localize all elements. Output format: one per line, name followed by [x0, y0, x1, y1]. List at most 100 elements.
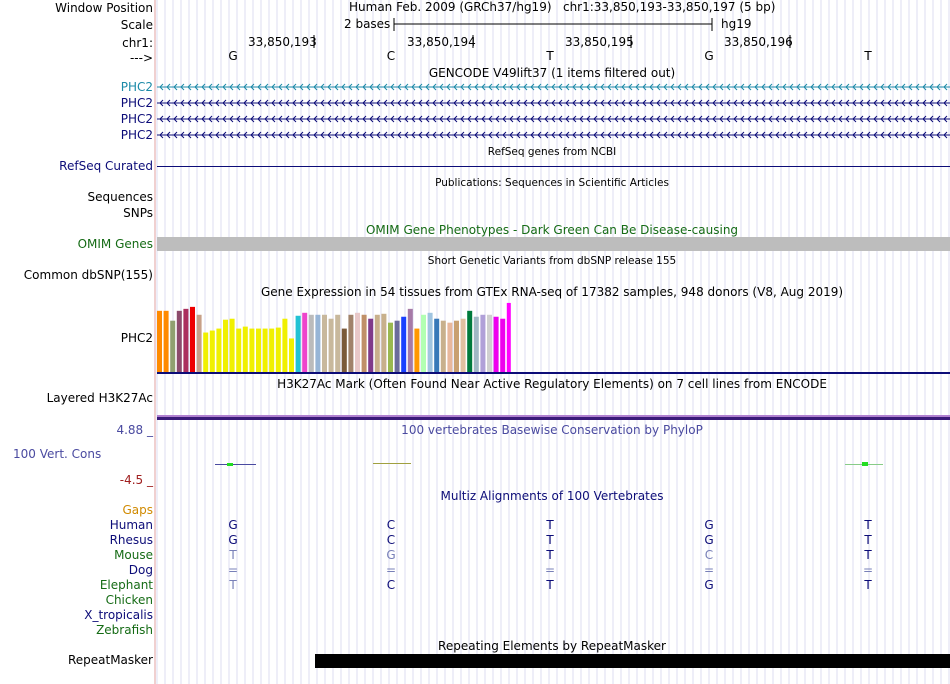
gtex-bar[interactable] [163, 310, 169, 372]
gencode-item-1[interactable]: PHC2 [120, 80, 153, 94]
gencode-item-4[interactable]: PHC2 [120, 128, 153, 142]
gtex-track-title[interactable]: Gene Expression in 54 tissues from GTEx … [260, 285, 844, 299]
gtex-bar[interactable] [209, 330, 215, 372]
gtex-bar[interactable] [407, 308, 413, 372]
multiz-species-chicken[interactable]: Chicken [105, 593, 153, 607]
gtex-bar[interactable] [388, 322, 393, 372]
refseq-label[interactable]: RefSeq Curated [59, 159, 153, 173]
omim-label[interactable]: OMIM Genes [77, 237, 153, 251]
repeatmasker-track-title[interactable]: Repeating Elements by RepeatMasker [438, 639, 666, 653]
publications-track-title[interactable]: Publications: Sequences in Scientific Ar… [435, 177, 669, 189]
gtex-bar[interactable] [506, 302, 511, 372]
multiz-species-human[interactable]: Human [109, 518, 153, 532]
gtex-bar[interactable] [361, 314, 367, 372]
gtex-bar[interactable] [447, 322, 453, 372]
multiz-species-x_tropicalis[interactable]: X_tropicalis [84, 608, 153, 622]
multiz-species-elephant[interactable]: Elephant [99, 578, 153, 592]
gtex-bar[interactable] [374, 314, 380, 372]
gencode-track-title[interactable]: GENCODE V49lift37 (1 items filtered out) [428, 66, 676, 80]
gtex-bar[interactable] [236, 328, 242, 372]
gtex-bar[interactable] [249, 328, 255, 372]
gtex-bar[interactable] [473, 316, 479, 372]
gtex-bar[interactable] [381, 313, 387, 372]
gtex-bar[interactable] [157, 310, 162, 372]
gtex-bar[interactable] [460, 318, 466, 372]
multiz-base: G [386, 548, 396, 562]
h3k27ac-label[interactable]: Layered H3K27Ac [46, 391, 153, 405]
h3k27ac-signal-top [157, 415, 950, 417]
gtex-bar[interactable] [487, 314, 492, 372]
gtex-bar[interactable] [341, 328, 347, 372]
phylop-label[interactable]: 100 Vert. Cons [13, 447, 102, 461]
gtex-bar[interactable] [480, 314, 486, 372]
multiz-species-zebrafish[interactable]: Zebrafish [96, 623, 153, 637]
gtex-bar[interactable] [322, 314, 327, 372]
gtex-bar[interactable] [427, 312, 433, 372]
gtex-bar[interactable] [454, 320, 459, 372]
snps-label[interactable]: SNPs [123, 206, 153, 220]
gtex-bar[interactable] [176, 310, 182, 372]
multiz-track-title[interactable]: Multiz Alignments of 100 Vertebrates [440, 489, 664, 503]
gtex-bar[interactable] [335, 314, 341, 372]
gtex-bar[interactable] [467, 310, 473, 372]
gtex-bar[interactable] [262, 328, 268, 372]
gencode-item-3[interactable]: PHC2 [120, 112, 153, 126]
gtex-bar[interactable] [434, 318, 440, 372]
phylop-peak-3 [862, 462, 868, 466]
gencode-transcript-2[interactable] [157, 98, 950, 108]
gtex-bar[interactable] [302, 312, 308, 372]
gtex-bar[interactable] [308, 314, 314, 372]
refseq-gene-line[interactable] [157, 166, 950, 167]
multiz-base: T [546, 548, 554, 562]
gtex-bar[interactable] [269, 328, 275, 372]
gtex-bar[interactable] [229, 318, 235, 372]
gtex-bar[interactable] [500, 318, 506, 372]
omim-feature-bar[interactable] [157, 237, 950, 251]
gencode-transcript-3[interactable] [157, 114, 950, 124]
gencode-transcript-4[interactable] [157, 130, 950, 140]
gtex-bar[interactable] [216, 328, 222, 372]
gtex-bar[interactable] [394, 320, 400, 372]
gtex-bar[interactable] [355, 312, 360, 372]
h3k27ac-track-title[interactable]: H3K27Ac Mark (Often Found Near Active Re… [277, 377, 827, 391]
repeatmasker-element[interactable] [315, 654, 950, 668]
gtex-gene-label[interactable]: PHC2 [120, 331, 153, 345]
dbsnp-label[interactable]: Common dbSNP(155) [23, 268, 153, 282]
gtex-bar[interactable] [196, 314, 202, 372]
sequences-label[interactable]: Sequences [87, 190, 153, 204]
gtex-bar[interactable] [203, 332, 209, 372]
gtex-bar[interactable] [242, 326, 248, 372]
repeatmasker-label[interactable]: RepeatMasker [67, 653, 153, 667]
gtex-bar[interactable] [223, 319, 228, 372]
multiz-species-mouse[interactable]: Mouse [114, 548, 153, 562]
gtex-bar[interactable] [401, 316, 407, 372]
gtex-bar[interactable] [421, 314, 426, 372]
gtex-bar[interactable] [315, 314, 321, 372]
gtex-bar[interactable] [282, 318, 288, 372]
gtex-bar[interactable] [170, 320, 176, 372]
gtex-expression-chart[interactable] [157, 298, 557, 374]
omim-track-title[interactable]: OMIM Gene Phenotypes - Dark Green Can Be… [365, 223, 739, 237]
gtex-bar[interactable] [414, 328, 420, 372]
gtex-bar[interactable] [440, 320, 446, 372]
dbsnp-track-title[interactable]: Short Genetic Variants from dbSNP releas… [427, 255, 677, 267]
gencode-item-2[interactable]: PHC2 [120, 96, 153, 110]
gtex-bar[interactable] [256, 328, 261, 372]
gtex-bar[interactable] [183, 308, 189, 372]
multiz-species-dog[interactable]: Dog [128, 563, 153, 577]
gtex-bar[interactable] [295, 315, 301, 372]
multiz-species-rhesus[interactable]: Rhesus [109, 533, 153, 547]
gtex-bar[interactable] [493, 316, 499, 372]
multiz-species-gaps[interactable]: Gaps [122, 503, 153, 517]
gencode-transcript-1[interactable] [157, 82, 950, 92]
ref-base-2: C [386, 49, 396, 63]
scale-text: 2 bases [344, 17, 391, 31]
gtex-bar[interactable] [275, 327, 281, 372]
gtex-bar[interactable] [328, 318, 334, 372]
gtex-bar[interactable] [190, 306, 195, 372]
gtex-bar[interactable] [368, 318, 374, 372]
gtex-bar[interactable] [348, 314, 354, 372]
gtex-bar[interactable] [289, 338, 294, 372]
phylop-track-title[interactable]: 100 vertebrates Basewise Conservation by… [401, 423, 703, 437]
refseq-track-title[interactable]: RefSeq genes from NCBI [487, 146, 617, 158]
